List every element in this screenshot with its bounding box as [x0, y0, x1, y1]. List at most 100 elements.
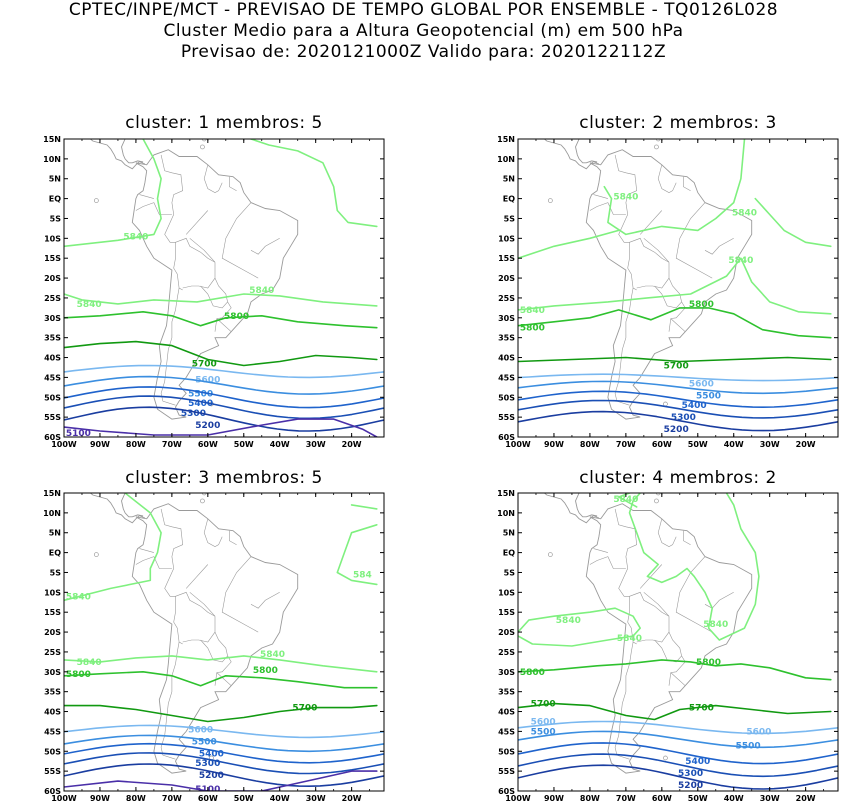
contour-label-5400: 5400 — [682, 401, 707, 411]
country-border — [654, 631, 682, 663]
contour-label-5600: 5600 — [188, 725, 213, 735]
lon-tick-label: 90W — [90, 794, 110, 803]
island — [655, 493, 661, 496]
contour-5840 — [64, 493, 162, 602]
island — [94, 552, 99, 557]
island — [201, 493, 207, 496]
contour-5840 — [518, 607, 641, 647]
contour-label-5800: 5800 — [696, 658, 721, 668]
lat-tick-label: 50S — [498, 747, 515, 756]
contour-5800 — [518, 659, 832, 681]
lat-tick-label: 20S — [44, 628, 61, 637]
country-border — [221, 202, 259, 279]
lon-tick-label: 20W — [342, 794, 362, 803]
country-border — [250, 592, 280, 609]
lon-tick-label: 30W — [760, 440, 780, 449]
contour-label-5840: 5840 — [732, 209, 757, 219]
contour-label-5840: 5840 — [249, 286, 274, 296]
contour-label-5840: 5840 — [613, 193, 638, 203]
contour-label-5500: 5500 — [736, 741, 761, 751]
island — [548, 198, 553, 203]
lat-tick-label: 10N — [497, 155, 515, 164]
lat-tick-label: 20S — [498, 274, 515, 283]
lat-tick-label: 50S — [44, 747, 61, 756]
country-border — [185, 564, 209, 589]
lat-tick-label: 35S — [44, 334, 61, 343]
contour-label-5800: 5800 — [224, 312, 249, 322]
contour-5800 — [64, 311, 378, 329]
contour-5840 — [64, 293, 378, 307]
lon-tick-label: 50W — [234, 794, 254, 803]
lat-tick-label: 15S — [498, 608, 515, 617]
contour-5400 — [518, 390, 838, 409]
contour-5700 — [64, 704, 378, 723]
lon-tick-label: 80W — [580, 794, 600, 803]
figure-title-line-1: CPTEC/INPE/MCT - PREVISAO DE TEMPO GLOBA… — [68, 0, 779, 20]
country-border — [139, 548, 154, 553]
lat-tick-label: 15N — [497, 135, 515, 144]
contour-5840 — [518, 257, 832, 315]
coastline — [585, 503, 753, 774]
island — [663, 401, 668, 407]
contour-label-5200: 5200 — [664, 425, 689, 435]
contour-label-5840: 5840 — [123, 232, 148, 242]
contour-label-5700: 5700 — [689, 704, 714, 714]
contour-label-5600: 5600 — [746, 727, 771, 737]
contour-label-5840: 5840 — [728, 256, 753, 266]
country-border — [668, 655, 686, 686]
island — [655, 139, 661, 142]
coastline — [585, 149, 753, 420]
map-frame — [63, 138, 385, 438]
lat-tick-label: 15N — [43, 489, 61, 498]
country-border — [593, 194, 608, 199]
country-border — [135, 556, 172, 569]
contour-5800 — [64, 671, 378, 689]
contour-5840 — [754, 197, 832, 248]
lon-tick-label: 100W — [51, 440, 77, 449]
lat-tick-label: 15S — [44, 254, 61, 263]
lat-tick-label: 5N — [503, 175, 515, 184]
map-frame — [63, 492, 385, 792]
lat-tick-label: 40S — [44, 708, 61, 717]
contour-5200 — [518, 764, 838, 790]
contour-label-5800: 5800 — [520, 668, 545, 678]
lat-tick-label: 50S — [498, 393, 515, 402]
lon-tick-label: 40W — [270, 794, 290, 803]
contour-label-5840: 584 — [353, 570, 372, 580]
island — [201, 139, 207, 142]
country-border — [203, 518, 223, 547]
lat-tick-label: 5N — [49, 529, 61, 538]
contour-5840 — [336, 523, 378, 586]
lat-tick-label: 5S — [504, 568, 516, 577]
lon-tick-label: 40W — [270, 440, 290, 449]
contour-label-5400: 5400 — [685, 757, 710, 767]
lat-tick-label: 10S — [44, 234, 61, 243]
lat-tick-label: 60S — [498, 433, 515, 442]
map-frame — [517, 492, 839, 792]
contour-label-5500: 5500 — [531, 727, 556, 737]
country-border — [189, 592, 216, 617]
contour-label-5840: 5840 — [77, 300, 102, 310]
contour-label-5840: 5840 — [520, 306, 545, 316]
island — [94, 198, 99, 203]
contour-5300 — [518, 753, 838, 778]
contour-5840 — [64, 655, 378, 673]
lat-tick-label: EQ — [503, 549, 515, 558]
lat-tick-label: 55S — [498, 413, 515, 422]
country-border — [643, 592, 670, 617]
lon-tick-label: 90W — [90, 440, 110, 449]
lat-tick-label: 5S — [50, 214, 62, 223]
contour-label-5700: 5700 — [192, 359, 217, 369]
panel-1-title: cluster: 1 membros: 5 — [125, 113, 323, 133]
lon-tick-label: 100W — [505, 794, 531, 803]
country-border — [627, 596, 637, 645]
contour-label-5200: 5200 — [678, 781, 703, 791]
lon-tick-label: 20W — [796, 440, 816, 449]
lat-tick-label: 10S — [498, 234, 515, 243]
contour-5300 — [64, 752, 384, 775]
lat-tick-label: 10N — [43, 509, 61, 518]
lat-tick-label: 5S — [50, 568, 62, 577]
lat-tick-label: 20S — [498, 628, 515, 637]
